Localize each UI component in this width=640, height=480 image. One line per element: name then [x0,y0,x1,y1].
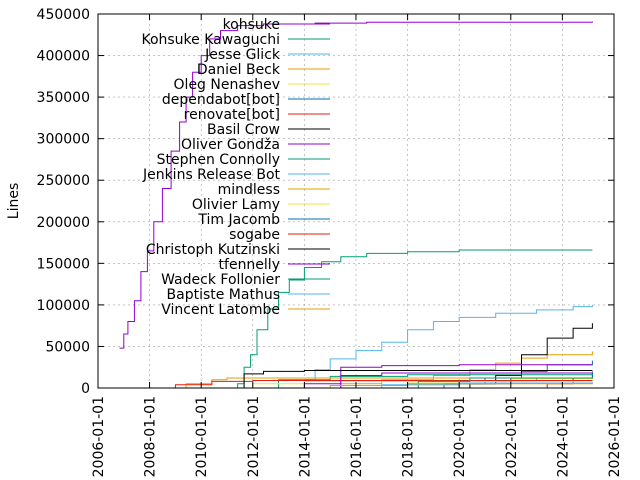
y-tick-label: 350000 [37,90,90,106]
legend-label: Olivier Lamy [192,197,280,213]
x-tick-label: 2012-01-01 [246,396,262,477]
legend-label: sogabe [229,227,280,243]
y-tick-label: 50000 [45,339,90,355]
legend-label: Jesse Glick [204,47,281,63]
y-axis-label: Lines [6,183,22,219]
y-tick-label: 150000 [37,256,90,272]
y-tick-label: 250000 [37,173,90,189]
legend-label: Christoph Kutzinski [146,242,280,258]
series-line-3 [315,351,593,389]
x-tick-label: 2020-01-01 [452,396,468,477]
legend-label: Baptiste Mathus [167,287,280,303]
x-tick-label: 2026-01-01 [607,396,623,477]
legend-label: Vincent Latombe [161,302,280,318]
series-line-14 [149,380,593,389]
legend-label: Basil Crow [207,122,280,138]
y-tick-label: 450000 [37,7,90,23]
x-axis-ticks: 2006-01-01 2008-01-01 2010-01-01 2012-01-01… [91,14,623,477]
legend-label: Kohsuke Kawaguchi [141,32,280,48]
legend-label: Oliver Gondža [181,137,280,153]
x-tick-label: 2010-01-01 [194,396,210,477]
grid [98,14,614,388]
legend-label: Oleg Nenashev [174,77,280,93]
y-tick-label: 400000 [37,49,90,65]
legend-label: dependabot[bot] [162,92,280,108]
legend-label: tfennelly [219,257,280,273]
x-tick-label: 2024-01-01 [555,396,571,477]
y-tick-label: 200000 [37,215,90,231]
y-tick-label: 100000 [37,298,90,314]
x-tick-label: 2022-01-01 [504,396,520,477]
legend-label: renovate[bot] [184,107,280,123]
legend-label: kohsuke [223,17,280,33]
series-line-2 [289,304,593,389]
x-tick-label: 2014-01-01 [297,396,313,477]
legend-label: Stephen Connolly [157,152,280,168]
y-axis-ticks: 0 50000 100000 150000 200000 250000 300000 3500… [37,7,614,397]
x-tick-label: 2016-01-01 [349,396,365,477]
x-tick-label: 2006-01-01 [91,396,107,477]
legend-label: Jenkins Release Bot [142,167,281,183]
series-line-1 [224,249,593,389]
legend-label: Wadeck Follonier [161,272,280,288]
y-tick-label: 300000 [37,132,90,148]
legend-label: mindless [218,182,280,198]
y-tick-label: 0 [81,381,90,397]
x-tick-label: 2008-01-01 [143,396,159,477]
legend-label: Tim Jacomb [197,212,280,228]
legend-label: Daniel Beck [197,62,281,78]
series-line-15 [237,370,593,389]
x-tick-label: 2018-01-01 [401,396,417,477]
